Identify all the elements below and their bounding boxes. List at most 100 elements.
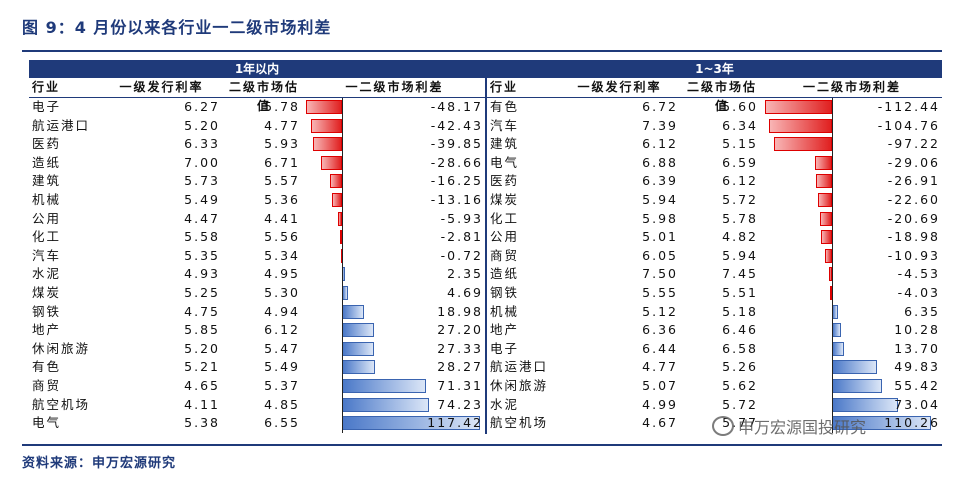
spread-value: -104.76 — [877, 117, 940, 133]
industry-cell: 建筑 — [32, 173, 62, 189]
spread-cell: -20.69 — [762, 210, 942, 229]
table-row: 航运港口 5.20 4.77 -42.43 — [29, 117, 485, 136]
table-row: 地产 5.85 6.12 27.20 — [29, 321, 485, 340]
valuation-cell: 6.55 — [264, 415, 300, 431]
spread-cell: 2.35 — [304, 265, 485, 284]
valuation-cell: 5.72 — [722, 396, 758, 412]
spread-bar — [818, 192, 832, 207]
spread-bar — [342, 397, 430, 412]
issue-rate-cell: 7.00 — [184, 154, 220, 170]
spread-bar — [332, 192, 342, 207]
spread-cell: -5.93 — [304, 210, 485, 229]
spread-value: 110.26 — [884, 415, 940, 431]
spread-value: -39.85 — [430, 136, 483, 152]
issue-rate-cell: 6.12 — [642, 136, 678, 152]
spread-bar — [764, 100, 832, 114]
spread-value: -112.44 — [877, 99, 940, 114]
spread-value: -0.72 — [440, 247, 483, 263]
issue-rate-cell: 6.88 — [642, 154, 678, 170]
table-row: 商贸 4.65 5.37 71.31 — [29, 377, 485, 396]
zero-axis — [832, 98, 833, 433]
industry-cell: 有色 — [490, 99, 520, 114]
valuation-cell: 5.15 — [722, 136, 758, 152]
spread-cell: -39.85 — [304, 135, 485, 154]
spread-bar — [829, 285, 832, 300]
panel-within-1-year: 1年以内 行业 一级发行利率 二级市场估值 一二级市场利差 电子 6.27 5.78… — [29, 60, 485, 433]
top-rule — [22, 50, 942, 52]
industry-cell: 机械 — [32, 191, 62, 207]
valuation-cell: 5.51 — [722, 284, 758, 300]
spread-value: -29.06 — [887, 154, 940, 170]
spread-cell: -18.98 — [762, 228, 942, 247]
industry-cell: 航空机场 — [32, 396, 91, 412]
spread-value: -4.53 — [897, 266, 940, 282]
figure-title: 图 9：4 月份以来各行业一二级市场利差 — [22, 18, 332, 37]
spread-cell: 28.27 — [304, 358, 485, 377]
valuation-cell: 5.36 — [264, 191, 300, 207]
industry-cell: 建筑 — [490, 136, 520, 152]
valuation-cell: 5.49 — [264, 359, 300, 375]
industry-cell: 电气 — [32, 415, 62, 431]
spread-value: -97.22 — [887, 136, 940, 152]
valuation-cell: 5.30 — [264, 284, 300, 300]
table-body: 电子 6.27 5.78 -48.17 航运港口 5.20 4.77 -42.43 医药 6.33… — [29, 98, 485, 433]
table-row: 公用 4.47 4.41 -5.93 — [29, 210, 485, 229]
spread-bar — [832, 341, 845, 356]
issue-rate-cell: 6.27 — [184, 99, 220, 114]
spread-cell: -29.06 — [762, 154, 942, 173]
table-row: 化工 5.98 5.78 -20.69 — [487, 210, 942, 229]
table-row: 休闲旅游 5.07 5.62 55.42 — [487, 377, 942, 396]
valuation-cell: 5.62 — [722, 377, 758, 393]
spread-bar — [342, 323, 374, 338]
spread-bar — [337, 211, 342, 226]
valuation-cell: 4.94 — [264, 303, 300, 319]
col-industry: 行业 — [490, 80, 519, 94]
table-row: 商贸 6.05 5.94 -10.93 — [487, 247, 942, 266]
spread-value: -16.25 — [430, 173, 483, 189]
issue-rate-cell: 5.01 — [642, 229, 678, 245]
spread-cell: -97.22 — [762, 135, 942, 154]
spread-cell: -13.16 — [304, 191, 485, 210]
spread-bar — [342, 341, 375, 356]
industry-cell: 化工 — [490, 210, 520, 226]
spread-cell: -22.60 — [762, 191, 942, 210]
spread-cell: 10.28 — [762, 321, 942, 340]
table-row: 医药 6.39 6.12 -26.91 — [487, 172, 942, 191]
col-industry: 行业 — [32, 80, 61, 94]
spread-bar — [832, 378, 882, 393]
industry-cell: 煤炭 — [32, 284, 62, 300]
spread-bar — [814, 155, 832, 170]
spread-bar — [769, 118, 832, 133]
watermark-text: 申万宏源国投研究 — [738, 418, 867, 437]
issue-rate-cell: 5.58 — [184, 229, 220, 245]
spread-value: 2.35 — [447, 266, 483, 282]
table-row: 机械 5.12 5.18 6.35 — [487, 303, 942, 322]
issue-rate-cell: 5.20 — [184, 117, 220, 133]
table-row: 煤炭 5.25 5.30 4.69 — [29, 284, 485, 303]
table-row: 电气 5.38 6.55 117.42 — [29, 414, 485, 433]
source-note: 资料来源：申万宏源研究 — [22, 456, 177, 471]
spread-cell: -4.03 — [762, 284, 942, 303]
spread-cell: 27.20 — [304, 321, 485, 340]
table-row: 汽车 5.35 5.34 -0.72 — [29, 247, 485, 266]
table-row: 建筑 6.12 5.15 -97.22 — [487, 135, 942, 154]
issue-rate-cell: 5.55 — [642, 284, 678, 300]
spread-bar — [832, 323, 842, 338]
spread-bar — [342, 360, 376, 375]
issue-rate-cell: 6.33 — [184, 136, 220, 152]
table-row: 造纸 7.50 7.45 -4.53 — [487, 265, 942, 284]
valuation-cell: 4.85 — [264, 396, 300, 412]
spread-cell: -104.76 — [762, 117, 942, 136]
table-row: 水泥 4.99 5.72 73.04 — [487, 396, 942, 415]
valuation-cell: 4.77 — [264, 117, 300, 133]
spread-bar — [832, 360, 877, 375]
issue-rate-cell: 6.44 — [642, 340, 678, 356]
spread-value: -20.69 — [887, 210, 940, 226]
table-row: 机械 5.49 5.36 -13.16 — [29, 191, 485, 210]
col-valuation: 二级市场估值 — [228, 80, 299, 113]
spread-cell: -2.81 — [304, 228, 485, 247]
valuation-cell: 5.34 — [264, 247, 300, 263]
table-row: 电子 6.44 6.58 13.70 — [487, 340, 942, 359]
valuation-cell: 5.60 — [722, 99, 758, 114]
issue-rate-cell: 5.21 — [184, 359, 220, 375]
